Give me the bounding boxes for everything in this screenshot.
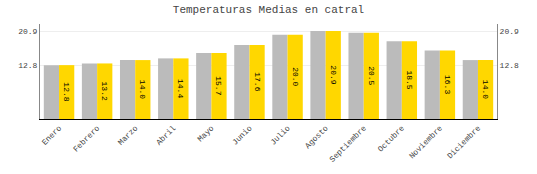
svg-text:Noviembre: Noviembre [407, 123, 444, 160]
svg-text:20.9: 20.9 [18, 27, 37, 36]
svg-text:Mayo: Mayo [196, 123, 216, 143]
svg-text:Enero: Enero [40, 123, 63, 146]
svg-text:20.5: 20.5 [367, 66, 376, 85]
svg-text:12.8: 12.8 [18, 61, 37, 70]
svg-text:Octubre: Octubre [376, 123, 406, 153]
svg-text:20.0: 20.0 [291, 67, 300, 86]
svg-text:14.0: 14.0 [138, 80, 147, 99]
svg-text:Julio: Julio [268, 123, 291, 146]
svg-text:Temperaturas Medias en catral: Temperaturas Medias en catral [173, 4, 364, 16]
svg-text:Diciembre: Diciembre [445, 123, 482, 160]
svg-text:13.2: 13.2 [100, 82, 109, 101]
svg-text:Junio: Junio [230, 123, 253, 146]
svg-text:Agosto: Agosto [303, 123, 330, 150]
svg-text:12.8: 12.8 [62, 82, 71, 101]
svg-text:20.9: 20.9 [329, 65, 338, 84]
svg-text:20.9: 20.9 [500, 27, 519, 36]
svg-text:17.6: 17.6 [253, 72, 262, 91]
svg-text:14.0: 14.0 [481, 80, 490, 99]
svg-text:15.7: 15.7 [214, 76, 223, 95]
svg-text:16.3: 16.3 [443, 75, 452, 94]
svg-text:Febrero: Febrero [71, 123, 101, 153]
svg-text:12.8: 12.8 [500, 61, 519, 70]
svg-text:Septiembre: Septiembre [328, 123, 368, 163]
svg-text:18.5: 18.5 [405, 70, 414, 89]
svg-text:14.4: 14.4 [176, 79, 185, 98]
svg-text:Abril: Abril [154, 123, 177, 146]
svg-text:Marzo: Marzo [116, 123, 139, 146]
